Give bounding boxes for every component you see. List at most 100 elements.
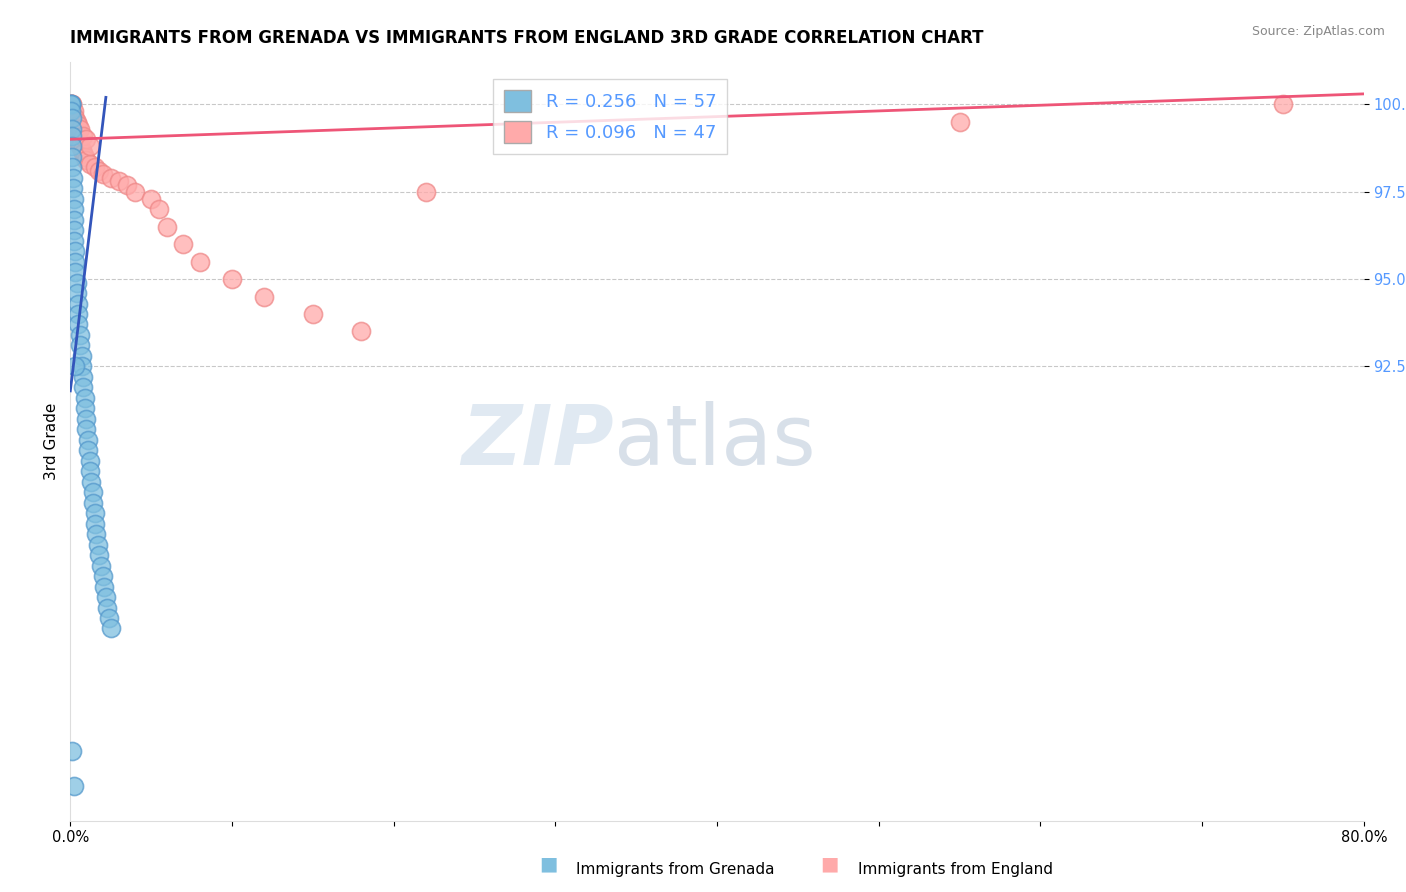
Point: [60, 139, 83, 153]
Point: [73, 401, 96, 416]
Point: [60, 161, 83, 175]
Text: atlas: atlas: [613, 401, 815, 482]
Point: [79, 157, 101, 171]
Point: [90, 558, 112, 573]
Point: [79, 454, 101, 468]
Point: [350, 325, 373, 339]
Point: [156, 219, 179, 234]
Point: [72, 146, 94, 161]
Point: [60, 150, 83, 164]
Point: [62, 202, 84, 217]
Point: [73, 391, 96, 405]
Point: [70, 143, 93, 157]
Text: ZIP: ZIP: [461, 401, 613, 482]
Point: [66, 128, 89, 143]
Point: [301, 307, 323, 321]
Point: [82, 485, 104, 500]
Point: [62, 170, 84, 185]
Point: [98, 611, 121, 625]
Point: [76, 153, 98, 168]
Point: [60, 121, 83, 136]
Point: [221, 272, 243, 286]
Point: [93, 580, 115, 594]
Point: [91, 569, 114, 583]
Point: [70, 359, 93, 374]
Point: [100, 622, 122, 636]
Point: [63, 265, 86, 279]
Point: [67, 132, 90, 146]
Point: [67, 318, 90, 332]
Text: IMMIGRANTS FROM GRENADA VS IMMIGRANTS FROM ENGLAND 3RD GRADE CORRELATION CHART: IMMIGRANTS FROM GRENADA VS IMMIGRANTS FR…: [70, 29, 984, 47]
Point: [67, 136, 90, 150]
Text: ■: ■: [820, 855, 839, 873]
Point: [62, 223, 84, 237]
Point: [67, 296, 90, 310]
Point: [62, 104, 84, 119]
Point: [63, 234, 86, 248]
Point: [63, 119, 86, 133]
Point: [79, 464, 101, 478]
Legend: R = 0.256   N = 57, R = 0.096   N = 47: R = 0.256 N = 57, R = 0.096 N = 47: [494, 79, 727, 153]
Point: [949, 115, 972, 129]
Point: [60, 97, 83, 112]
Point: [60, 128, 83, 143]
Point: [89, 163, 111, 178]
Point: [60, 97, 83, 112]
Point: [100, 170, 122, 185]
Point: [77, 443, 100, 458]
Point: [67, 119, 90, 133]
Point: [76, 412, 98, 426]
Point: [107, 174, 129, 188]
Point: [63, 254, 86, 268]
Point: [77, 433, 100, 447]
Y-axis label: 3rd Grade: 3rd Grade: [44, 403, 59, 480]
Point: [84, 527, 107, 541]
Point: [62, 212, 84, 227]
Point: [115, 178, 138, 192]
Text: ■: ■: [538, 855, 558, 873]
Point: [66, 286, 89, 301]
Point: [62, 115, 84, 129]
Point: [60, 112, 83, 126]
Point: [188, 254, 211, 268]
Point: [63, 112, 86, 126]
Point: [63, 121, 86, 136]
Point: [415, 185, 437, 199]
Point: [62, 108, 84, 122]
Point: [69, 328, 91, 343]
Point: [253, 289, 276, 303]
Point: [76, 132, 98, 146]
Point: [60, 104, 83, 119]
Text: Source: ZipAtlas.com: Source: ZipAtlas.com: [1251, 25, 1385, 38]
Point: [1272, 97, 1295, 112]
Point: [60, 744, 83, 758]
Point: [60, 97, 83, 112]
Point: [63, 359, 86, 374]
Point: [66, 276, 89, 290]
Point: [60, 97, 83, 112]
Point: [124, 185, 146, 199]
Point: [91, 167, 114, 181]
Point: [69, 338, 91, 352]
Point: [60, 97, 83, 112]
Point: [87, 538, 110, 552]
Point: [83, 516, 105, 531]
Point: [69, 121, 91, 136]
Point: [172, 237, 194, 252]
Point: [70, 349, 93, 363]
Point: [82, 496, 104, 510]
Point: [63, 244, 86, 259]
Point: [72, 370, 94, 384]
Point: [76, 422, 98, 436]
Text: Immigrants from England: Immigrants from England: [858, 863, 1053, 877]
Point: [69, 139, 91, 153]
Point: [72, 128, 94, 143]
Point: [73, 150, 96, 164]
Point: [66, 125, 89, 139]
Point: [83, 161, 105, 175]
Point: [80, 475, 103, 489]
Point: [67, 307, 90, 321]
Point: [89, 548, 111, 562]
Point: [72, 380, 94, 394]
Point: [94, 590, 117, 604]
